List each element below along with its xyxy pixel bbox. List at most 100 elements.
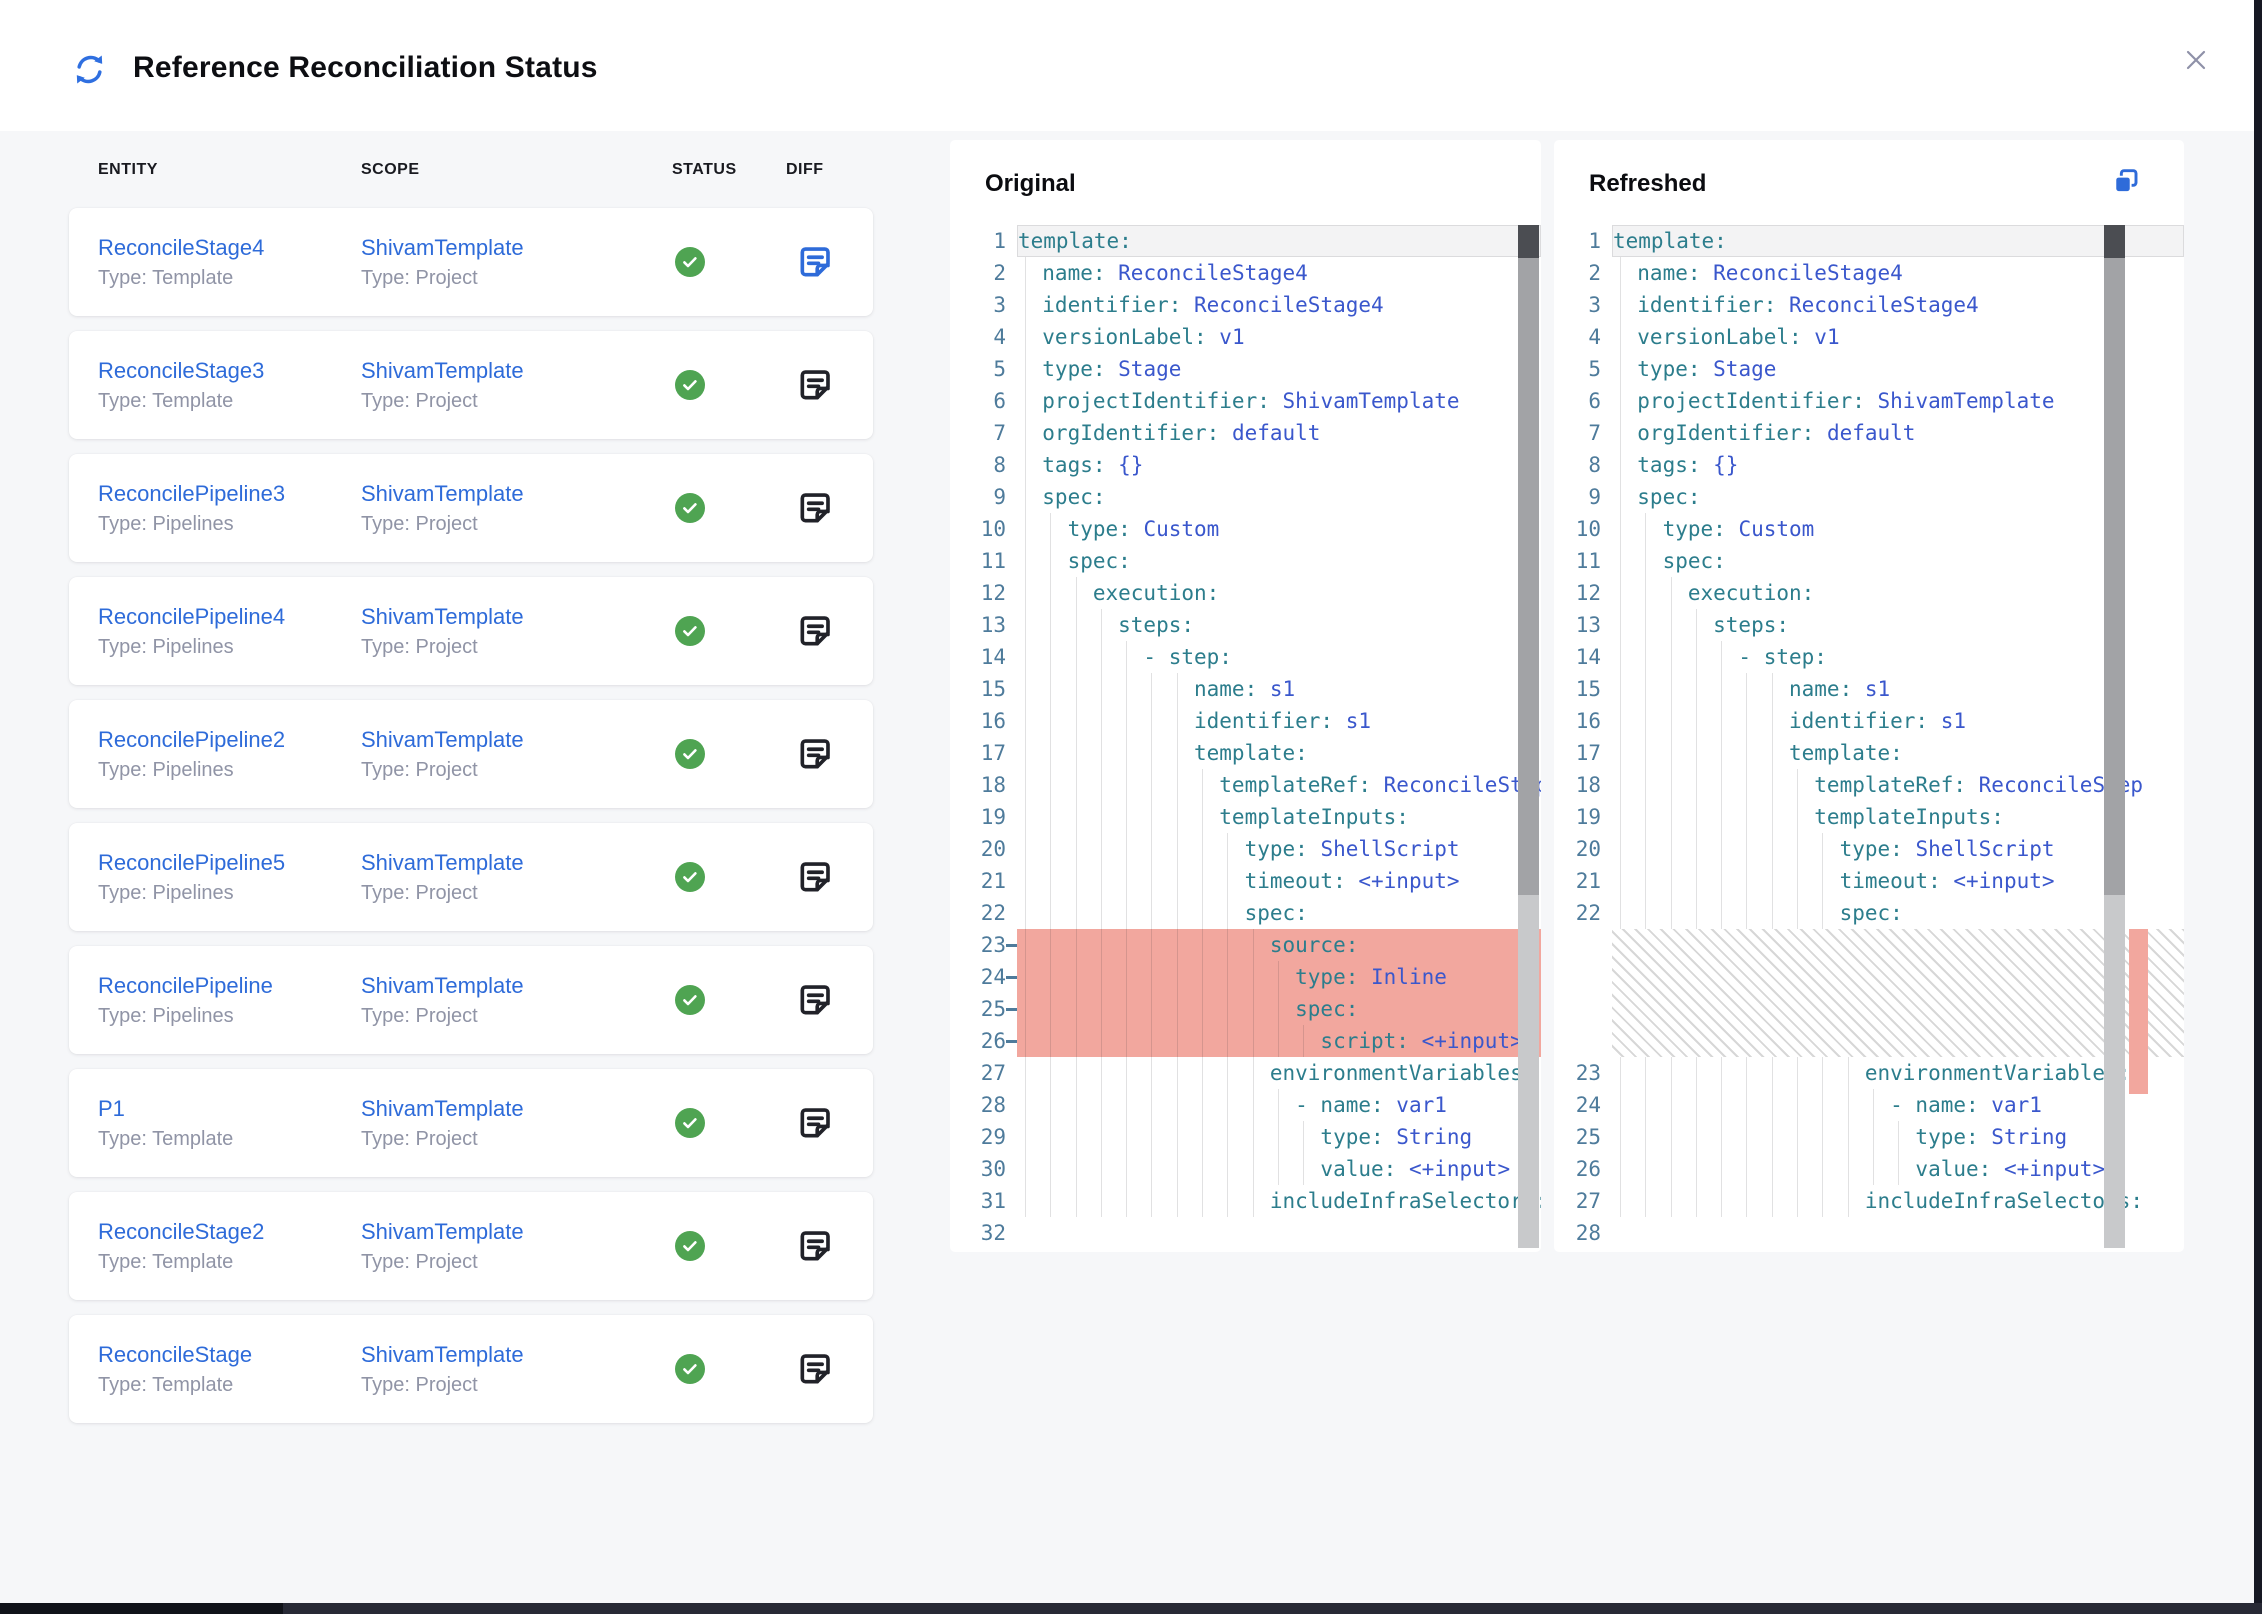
window-edge-bottom [0, 1603, 2262, 1614]
scope-link[interactable]: ShivamTemplate [361, 481, 524, 506]
scope-type-label: Type: Project [361, 1374, 478, 1396]
scope-link[interactable]: ShivamTemplate [361, 727, 524, 752]
entity-link[interactable]: ReconcileStage3 [98, 358, 265, 383]
line-number: 2 [1588, 261, 1601, 285]
scrollbar-thumb[interactable] [1518, 258, 1539, 895]
entity-type-label: Type: Pipelines [98, 1005, 234, 1027]
close-icon[interactable] [2176, 40, 2216, 80]
line-number: 21 [980, 869, 1006, 893]
line-number: 15 [1575, 677, 1601, 701]
code-line: 12 execution: [1554, 577, 2184, 609]
entity-type-label: Type: Pipelines [98, 636, 234, 658]
scope-type-label: Type: Project [361, 1005, 478, 1027]
code-line: 8 tags: {} [950, 449, 1541, 481]
entity-link[interactable]: ReconcilePipeline5 [98, 850, 286, 875]
line-number: 13 [1575, 613, 1601, 637]
diff-icon[interactable] [796, 735, 834, 773]
code-line: 19 templateInputs: [1554, 801, 2184, 833]
entity-link[interactable]: ReconcileStage [98, 1342, 253, 1367]
column-header-entity: ENTITY [98, 161, 158, 178]
scope-link[interactable]: ShivamTemplate [361, 1342, 524, 1367]
code-line: 22 spec: [950, 897, 1541, 929]
diff-icon[interactable] [796, 1104, 834, 1142]
table-row: ReconcilePipeline3 Type: Pipelines ShivamT… [69, 454, 873, 562]
scrollbar-thumb[interactable] [2104, 258, 2125, 895]
code-line: 4 versionLabel: v1 [950, 321, 1541, 353]
code-line: 9 spec: [1554, 481, 2184, 513]
scope-type-label: Type: Project [361, 390, 478, 412]
scope-type-label: Type: Project [361, 513, 478, 535]
entity-type-label: Type: Template [98, 1128, 234, 1150]
code-line: 28 [1554, 1217, 2184, 1249]
entity-link[interactable]: ReconcileStage4 [98, 235, 265, 260]
code-line: 16 identifier: s1 [1554, 705, 2184, 737]
diff-icon[interactable] [796, 243, 834, 281]
line-number: 24 [1575, 1093, 1601, 1117]
line-number: 5 [1588, 357, 1601, 381]
original-code-editor[interactable]: 1 template: 2 name: ReconcileStage4 3 ident… [950, 225, 1541, 1252]
entity-type-label: Type: Template [98, 1251, 234, 1273]
scope-link[interactable]: ShivamTemplate [361, 1096, 524, 1121]
line-number: 22 [980, 901, 1006, 925]
line-number: 14 [1575, 645, 1601, 669]
diff-icon[interactable] [796, 858, 834, 896]
original-panel: Original 1 template: 2 name: ReconcileStag… [950, 140, 1541, 1252]
scope-link[interactable]: ShivamTemplate [361, 973, 524, 998]
code-line: 13 steps: [950, 609, 1541, 641]
scope-link[interactable]: ShivamTemplate [361, 235, 524, 260]
code-line: 23 environmentVariables: [1554, 1057, 2184, 1089]
diff-icon[interactable] [796, 981, 834, 1019]
code-line: 10 type: Custom [950, 513, 1541, 545]
scope-link[interactable]: ShivamTemplate [361, 604, 524, 629]
entity-link[interactable]: ReconcilePipeline3 [98, 481, 286, 506]
code-line: 11 spec: [950, 545, 1541, 577]
line-number: 10 [1575, 517, 1601, 541]
code-line: 18 templateRef: ReconcileStep [950, 769, 1541, 801]
scope-type-label: Type: Project [361, 882, 478, 904]
line-number: 18 [1575, 773, 1601, 797]
line-number: 16 [980, 709, 1006, 733]
line-number: 2 [993, 261, 1006, 285]
copy-icon[interactable] [2110, 166, 2142, 198]
line-number: 28 [1575, 1221, 1601, 1245]
line-number: 27 [1575, 1189, 1601, 1213]
entity-link[interactable]: ReconcilePipeline [98, 973, 273, 998]
entity-link[interactable]: P1 [98, 1096, 125, 1121]
column-header-scope: SCOPE [361, 161, 420, 178]
code-line: 19 templateInputs: [950, 801, 1541, 833]
scope-link[interactable]: ShivamTemplate [361, 850, 524, 875]
scope-link[interactable]: ShivamTemplate [361, 358, 524, 383]
code-line: 22 spec: [1554, 897, 2184, 929]
code-line: 8 tags: {} [1554, 449, 2184, 481]
status-success-icon [675, 370, 705, 400]
status-success-icon [675, 493, 705, 523]
scope-link[interactable]: ShivamTemplate [361, 1219, 524, 1244]
code-line: 25 spec: [950, 993, 1541, 1025]
entity-link[interactable]: ReconcilePipeline2 [98, 727, 286, 752]
scrollbar-cursor-marker [1518, 225, 1539, 258]
original-scrollbar[interactable] [1518, 225, 1539, 1248]
table-row: ReconcileStage3 Type: Template ShivamTempl… [69, 331, 873, 439]
entity-link[interactable]: ReconcileStage2 [98, 1219, 265, 1244]
entity-link[interactable]: ReconcilePipeline4 [98, 604, 286, 629]
line-number: 19 [1575, 805, 1601, 829]
diff-icon[interactable] [796, 1350, 834, 1388]
table-row: P1 Type: Template ShivamTemplate Type: Proj… [69, 1069, 873, 1177]
code-line: 28 - name: var1 [950, 1089, 1541, 1121]
refreshed-code-editor[interactable]: 1 template: 2 name: ReconcileStage4 3 ident… [1554, 225, 2184, 1252]
line-number: 12 [1575, 581, 1601, 605]
diff-icon[interactable] [796, 366, 834, 404]
code-line: 27 environmentVariables: [950, 1057, 1541, 1089]
refreshed-scrollbar[interactable] [2104, 225, 2125, 1248]
line-number: 1 [993, 229, 1006, 253]
code-line: 3 identifier: ReconcileStage4 [950, 289, 1541, 321]
status-success-icon [675, 247, 705, 277]
code-line: 5 type: Stage [1554, 353, 2184, 385]
diff-icon[interactable] [796, 489, 834, 527]
line-number: 8 [993, 453, 1006, 477]
code-line: 1 template: [950, 225, 1541, 257]
diff-icon[interactable] [796, 1227, 834, 1265]
code-line: 20 type: ShellScript [950, 833, 1541, 865]
line-number: 14 [980, 645, 1006, 669]
diff-icon[interactable] [796, 612, 834, 650]
